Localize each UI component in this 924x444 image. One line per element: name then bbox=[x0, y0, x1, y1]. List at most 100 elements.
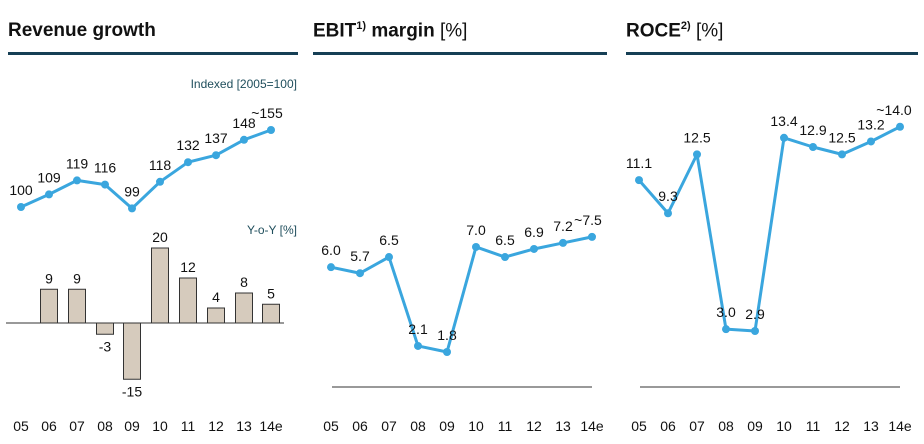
yoy-x-tick-13: 13 bbox=[236, 418, 252, 434]
revenue-data-label-08: 116 bbox=[94, 160, 117, 176]
ebit-point-06 bbox=[356, 269, 364, 278]
ebit-data-label-10: 7.0 bbox=[466, 222, 486, 238]
yoy-x-tick-09: 09 bbox=[124, 418, 140, 434]
yoy-x-tick-12: 12 bbox=[208, 418, 224, 434]
revenue-point-12 bbox=[212, 151, 220, 160]
roce-x-tick-05: 05 bbox=[631, 418, 647, 434]
title-revenue-growth: Revenue growth bbox=[8, 20, 156, 42]
ebit-data-label-08: 2.1 bbox=[408, 321, 428, 337]
yoy-data-label-14e: 5 bbox=[267, 285, 275, 301]
revenue-point-05 bbox=[17, 203, 25, 211]
ebit-series-line bbox=[330, 235, 593, 354]
ebit-data-label-05: 6.0 bbox=[321, 242, 341, 258]
roce-series-line bbox=[637, 125, 901, 333]
yoy-data-label-13: 8 bbox=[240, 274, 248, 290]
revenue-point-06 bbox=[45, 190, 53, 199]
title-ebit-unit: [%] bbox=[439, 20, 468, 42]
roce-point-10 bbox=[780, 133, 788, 142]
yoy-data-label-09: -15 bbox=[122, 383, 142, 399]
ebit-point-05 bbox=[327, 263, 335, 272]
roce-point-11 bbox=[809, 143, 817, 151]
roce-point-08 bbox=[722, 325, 730, 334]
roce-point-09 bbox=[751, 327, 759, 335]
revenue-point-07 bbox=[73, 176, 81, 185]
title-ebit-rest: margin bbox=[366, 20, 435, 42]
ebit-data-label-07: 6.5 bbox=[379, 232, 399, 248]
revenue-data-label-10: 118 bbox=[149, 157, 172, 173]
roce-point-06 bbox=[664, 209, 672, 218]
yoy-bar-10 bbox=[151, 247, 169, 324]
rule-roce bbox=[626, 52, 918, 55]
yoy-x-tick-07: 07 bbox=[69, 418, 85, 434]
revenue-point-08 bbox=[101, 180, 109, 189]
revenue-data-label-13: 148 bbox=[232, 115, 256, 131]
roce-data-label-13: 13.2 bbox=[857, 116, 884, 132]
title-ebit-text: EBIT bbox=[313, 20, 357, 42]
roce-data-label-08: 3.0 bbox=[716, 304, 736, 320]
roce-data-label-10: 13.4 bbox=[770, 113, 797, 129]
rule-ebit bbox=[313, 52, 607, 55]
revenue-data-label-14e: ~155 bbox=[251, 105, 283, 121]
yoy-bar-13 bbox=[235, 292, 253, 324]
title-ebit-margin: EBIT1) margin [%] bbox=[313, 20, 467, 42]
title-revenue-growth-text: Revenue growth bbox=[8, 20, 156, 41]
yoy-data-label-06: 9 bbox=[45, 270, 53, 286]
roce-data-label-11: 12.9 bbox=[799, 122, 826, 138]
revenue-point-13 bbox=[240, 135, 248, 144]
roce-point-05 bbox=[635, 176, 643, 185]
ebit-data-label-13: 7.2 bbox=[553, 218, 573, 234]
ebit-point-07 bbox=[385, 253, 393, 262]
roce-x-tick-10: 10 bbox=[776, 418, 792, 434]
ebit-x-tick-13: 13 bbox=[555, 418, 571, 434]
roce-point-07 bbox=[693, 150, 701, 159]
roce-data-label-14e: ~14.0 bbox=[876, 102, 912, 118]
yoy-bar-06 bbox=[40, 288, 58, 324]
yoy-bar-07 bbox=[68, 288, 86, 324]
ebit-data-label-06: 5.7 bbox=[350, 248, 370, 264]
yoy-bar-11 bbox=[179, 277, 197, 324]
revenue-point-11 bbox=[184, 158, 192, 167]
revenue-data-label-06: 109 bbox=[37, 169, 61, 185]
subtitle-indexed: Indexed [2005=100] bbox=[191, 77, 297, 91]
yoy-x-tick-08: 08 bbox=[97, 418, 113, 434]
ebit-x-tick-05: 05 bbox=[323, 418, 339, 434]
yoy-data-label-10: 20 bbox=[152, 229, 168, 245]
yoy-x-tick-05: 05 bbox=[13, 418, 29, 434]
revenue-point-09 bbox=[128, 204, 136, 213]
roce-x-tick-09: 09 bbox=[747, 418, 763, 434]
title-roce: ROCE2) [%] bbox=[626, 20, 723, 42]
rule-revenue bbox=[8, 52, 298, 55]
revenue-data-label-12: 137 bbox=[204, 130, 228, 146]
title-roce-unit: [%] bbox=[695, 20, 724, 42]
roce-data-label-09: 2.9 bbox=[745, 306, 765, 322]
ebit-x-tick-06: 06 bbox=[352, 418, 368, 434]
ebit-point-10 bbox=[472, 242, 480, 251]
yoy-bar-09 bbox=[123, 322, 141, 380]
ebit-data-label-12: 6.9 bbox=[524, 224, 544, 240]
revenue-point-10 bbox=[156, 177, 164, 186]
ebit-x-tick-12: 12 bbox=[526, 418, 542, 434]
yoy-data-label-11: 12 bbox=[180, 259, 196, 275]
ebit-point-11 bbox=[501, 253, 509, 262]
roce-point-12 bbox=[838, 150, 846, 159]
ebit-x-tick-08: 08 bbox=[410, 418, 426, 434]
revenue-data-label-11: 132 bbox=[176, 137, 200, 153]
yoy-x-tick-10: 10 bbox=[152, 418, 168, 434]
ebit-x-tick-07: 07 bbox=[381, 418, 397, 434]
roce-point-14e bbox=[896, 122, 904, 131]
yoy-x-tick-11: 11 bbox=[181, 418, 196, 434]
yoy-bar-14e bbox=[262, 303, 280, 324]
yoy-bar-08 bbox=[96, 322, 114, 335]
yoy-bar-12 bbox=[207, 307, 225, 324]
revenue-series-line bbox=[20, 128, 272, 210]
ebit-data-label-09: 1.8 bbox=[437, 327, 457, 343]
ebit-point-08 bbox=[414, 341, 422, 350]
roce-data-label-07: 12.5 bbox=[683, 129, 710, 145]
revenue-data-label-05: 100 bbox=[9, 182, 33, 198]
roce-x-tick-08: 08 bbox=[718, 418, 734, 434]
ebit-point-09 bbox=[443, 348, 451, 356]
yoy-data-label-07: 9 bbox=[73, 270, 81, 286]
revenue-data-label-09: 99 bbox=[124, 183, 140, 199]
yoy-x-tick-06: 06 bbox=[41, 418, 57, 434]
